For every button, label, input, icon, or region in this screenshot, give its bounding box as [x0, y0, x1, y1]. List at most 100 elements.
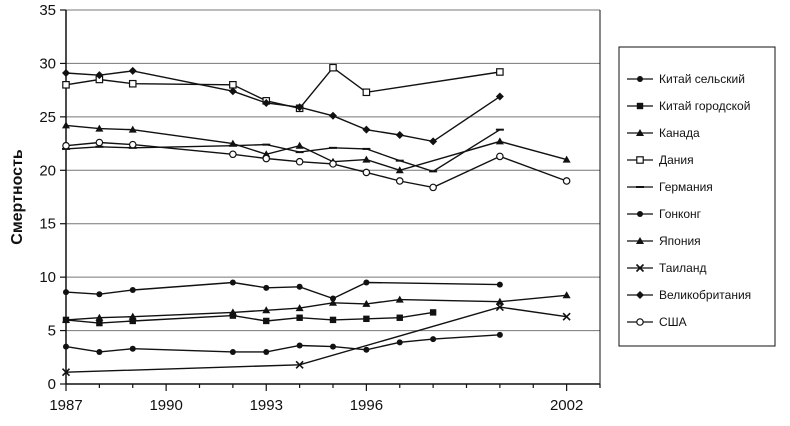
x-tick-label: 1993	[250, 397, 283, 414]
data-point-9-1	[95, 138, 104, 147]
series-7	[61, 302, 571, 377]
data-point-5-0	[63, 289, 69, 296]
legend-swatch-marker-7	[635, 263, 645, 273]
data-point-5-2	[129, 286, 136, 293]
y-tick-label: 5	[48, 323, 56, 340]
y-tick-label: 30	[39, 55, 56, 72]
y-tick-labels: 0 5 10 15 20 25 30 35	[39, 2, 56, 393]
legend-box	[618, 46, 776, 347]
y-tick-label: 15	[39, 216, 56, 233]
data-point-9-0	[62, 141, 70, 150]
x-tick-label: 2002	[550, 397, 583, 414]
legend-entry-5: Гонконг	[659, 207, 702, 221]
legend-swatch-marker-9	[636, 318, 644, 326]
data-point-6-10	[562, 291, 571, 299]
data-point-7-2	[495, 302, 504, 312]
legend-entry-6: Япония	[659, 234, 701, 248]
legend-entry-3: Дания	[659, 153, 694, 167]
data-point-1-1	[96, 319, 103, 327]
data-point-9-11	[562, 177, 571, 185]
data-point-9-3	[229, 150, 237, 159]
data-point-8-6	[329, 111, 337, 120]
series-4	[62, 128, 504, 173]
data-point-8-0	[62, 69, 70, 78]
data-point-3-2	[128, 79, 137, 88]
data-point-0-0	[63, 343, 69, 350]
series-0	[63, 331, 503, 355]
legend-entry-8: Великобритания	[659, 288, 751, 302]
data-point-6-0	[62, 315, 70, 323]
legend-entry-1: Китай городской	[659, 99, 750, 113]
data-point-5-6	[330, 295, 336, 302]
data-point-8-5	[295, 103, 304, 112]
legend-entry-4: Германия	[659, 180, 713, 194]
data-point-6-7	[362, 299, 371, 307]
legend-entry-9: США	[659, 315, 687, 329]
data-point-3-7	[362, 88, 371, 97]
data-point-1-4	[263, 317, 270, 325]
series-line-1	[65, 311, 434, 324]
data-point-3-8	[496, 68, 504, 76]
series-8	[62, 66, 504, 146]
data-point-2-7	[362, 155, 371, 163]
data-point-6-1	[95, 313, 104, 321]
data-point-3-6	[329, 63, 337, 72]
axes	[60, 9, 601, 391]
legend-swatch-marker-0	[637, 76, 643, 82]
legend-swatch-marker-2	[636, 129, 644, 136]
data-point-5-5	[296, 283, 303, 290]
series-line-9	[65, 141, 567, 189]
legend: Китай сельский Китай городской Канада Дания…	[618, 46, 776, 347]
legend-swatch-marker-5	[637, 211, 643, 217]
data-point-9-5	[295, 157, 304, 166]
y-tick-label: 20	[39, 162, 56, 179]
data-point-8-2	[128, 66, 137, 75]
y-axis-label: Смертность	[9, 149, 26, 245]
data-point-9-8	[395, 177, 404, 185]
series-line-7	[65, 306, 567, 373]
data-point-2-9	[495, 137, 504, 145]
data-point-1-2	[129, 317, 136, 325]
data-point-6-3	[228, 308, 237, 316]
data-point-6-9	[495, 297, 504, 305]
data-point-2-2	[128, 125, 137, 133]
y-tick-label: 10	[39, 269, 56, 286]
series-9	[62, 138, 571, 192]
data-point-0-2	[129, 345, 136, 352]
series-line-6	[65, 294, 567, 321]
data-point-2-8	[395, 166, 404, 174]
data-point-3-3	[229, 80, 237, 89]
series-layer	[61, 63, 571, 377]
data-point-1-5	[296, 314, 303, 321]
data-point-2-10	[562, 155, 571, 163]
y-tick-label: 0	[48, 376, 56, 393]
data-point-9-9	[429, 183, 437, 192]
x-tick-label: 1996	[350, 397, 383, 414]
x-tick-label: 1987	[49, 397, 82, 414]
data-point-0-7	[363, 346, 370, 353]
data-point-8-3	[228, 87, 237, 96]
data-point-1-7	[363, 315, 370, 323]
legend-swatch-marker-8	[636, 291, 644, 299]
data-point-0-3	[229, 348, 236, 355]
data-point-9-7	[362, 168, 371, 177]
data-point-5-3	[229, 279, 236, 286]
legend-swatch-marker-6	[636, 237, 644, 244]
data-point-5-7	[363, 279, 370, 286]
data-point-6-4	[262, 306, 271, 314]
data-point-6-8	[395, 295, 404, 303]
y-tick-label: 35	[39, 2, 56, 19]
data-point-0-6	[330, 343, 336, 350]
data-point-2-1	[95, 124, 104, 132]
data-point-6-5	[295, 304, 304, 312]
data-point-1-9	[429, 309, 437, 316]
data-point-8-7	[362, 125, 371, 134]
y-tick-label: 25	[39, 109, 56, 126]
legend-entry-0: Китай сельский	[659, 72, 745, 86]
grid-lines	[66, 9, 600, 332]
series-6	[62, 291, 571, 323]
data-point-0-9	[430, 336, 437, 343]
data-point-0-4	[263, 348, 270, 355]
data-point-5-4	[263, 284, 270, 291]
